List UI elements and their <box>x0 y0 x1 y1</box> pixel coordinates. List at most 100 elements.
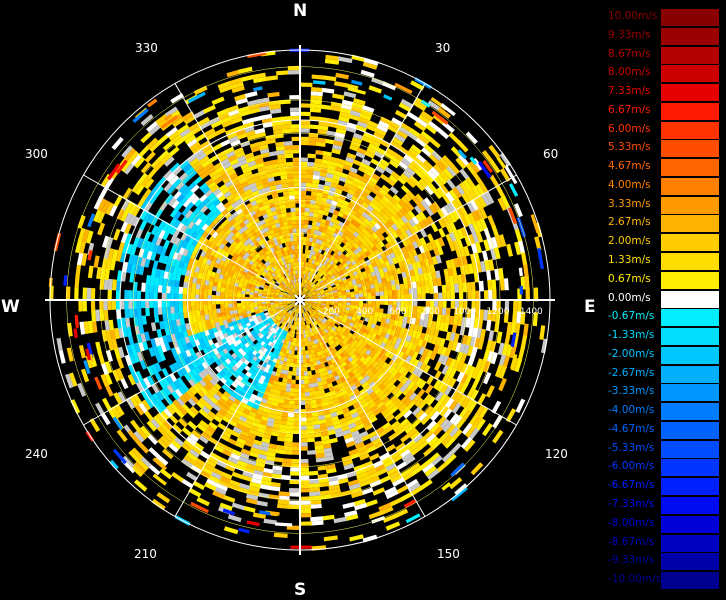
radar-cell <box>479 280 484 292</box>
radar-cell <box>317 183 325 190</box>
radar-cell <box>402 421 413 431</box>
radar-cell <box>339 207 347 215</box>
radar-cell <box>348 170 357 178</box>
radar-cell <box>445 214 454 225</box>
radar-cell <box>317 125 329 131</box>
radar-cell <box>400 406 410 416</box>
radar-cell <box>403 154 414 164</box>
radar-cell <box>475 418 486 432</box>
radar-cell <box>385 147 397 157</box>
radar-cell <box>386 265 393 272</box>
radar-cell <box>308 319 312 324</box>
radar-cell <box>319 316 324 321</box>
radar-cell <box>412 406 422 417</box>
radar-cell <box>303 283 306 288</box>
radar-cell <box>390 420 401 430</box>
radar-cell <box>334 427 343 434</box>
radar-cell <box>478 406 489 420</box>
radar-cell <box>461 409 472 422</box>
radar-cell <box>412 196 421 206</box>
radar-cell <box>302 304 305 309</box>
radar-cell <box>466 345 474 357</box>
radar-cell <box>401 452 414 462</box>
radar-cell <box>364 441 375 450</box>
radar-cell <box>345 401 354 408</box>
radar-cell <box>309 107 322 113</box>
radar-cell <box>386 402 396 412</box>
radar-cell <box>324 347 330 353</box>
radar-cell <box>338 336 344 343</box>
radar-cell <box>520 311 526 325</box>
radar-cell <box>338 399 347 406</box>
radar-cell <box>337 289 342 293</box>
radar-cell <box>333 140 344 147</box>
radar-cell <box>352 415 361 423</box>
radar-cell <box>161 284 167 293</box>
radar-cell <box>320 314 326 318</box>
radar-cell <box>417 412 428 422</box>
radar-cell <box>389 208 398 217</box>
radar-cell <box>349 185 358 192</box>
radar-cell <box>339 272 345 277</box>
radar-cell <box>482 150 494 164</box>
radar-cell <box>402 277 408 285</box>
radar-cell <box>483 239 491 252</box>
radar-cell <box>302 282 305 288</box>
radar-cell <box>302 308 305 313</box>
radar-cell <box>451 429 463 441</box>
radar-cell <box>438 393 448 405</box>
radar-cell <box>320 305 325 309</box>
radar-cell <box>443 385 453 397</box>
radar-cell <box>321 514 335 521</box>
radar-cell <box>385 318 391 325</box>
radar-cell <box>303 308 307 313</box>
radar-cell <box>304 288 307 293</box>
radar-cell <box>305 182 313 188</box>
radar-cell <box>433 247 440 257</box>
radar-cell <box>336 184 345 191</box>
radar-cell <box>532 312 538 327</box>
radar-cell <box>466 308 472 319</box>
radar-cell <box>404 424 415 434</box>
radar-cell <box>395 442 406 452</box>
radar-cell <box>387 218 395 227</box>
radar-cell <box>182 287 188 295</box>
radar-cell <box>311 306 316 310</box>
radar-cell <box>309 391 316 397</box>
radar-cell <box>170 305 175 314</box>
radar-cell <box>349 337 355 343</box>
radar-cell <box>479 359 487 372</box>
radar-cell <box>491 225 500 238</box>
radar-cell <box>366 388 374 396</box>
radar-cell <box>390 140 402 150</box>
radar-cell <box>337 291 342 295</box>
radar-cell <box>309 281 313 286</box>
radar-cell <box>386 328 392 336</box>
radar-cell <box>467 366 476 378</box>
radar-cell <box>464 214 473 226</box>
radar-cell <box>390 263 397 271</box>
radar-cell <box>306 316 309 321</box>
radar-cell <box>302 292 305 296</box>
radar-cell <box>499 167 511 182</box>
radar-cell <box>342 344 348 351</box>
radar-cell <box>309 203 316 209</box>
radar-cell <box>340 334 346 340</box>
radar-cell <box>319 336 324 342</box>
radar-cell <box>326 263 332 269</box>
radar-cell <box>410 317 417 325</box>
radar-cell <box>329 255 335 261</box>
radar-cell <box>336 268 342 273</box>
radar-cell <box>308 303 313 307</box>
radar-cell <box>310 282 314 287</box>
radar-cell <box>320 201 327 207</box>
radar-cell <box>335 162 345 169</box>
radar-cell <box>310 307 315 312</box>
radar-cell <box>381 317 387 324</box>
radar-cell <box>305 412 313 418</box>
radar-cell <box>329 411 338 418</box>
radar-cell <box>471 300 476 311</box>
radar-cell <box>424 185 434 196</box>
radar-cell <box>378 209 387 218</box>
radar-cell <box>411 262 418 271</box>
